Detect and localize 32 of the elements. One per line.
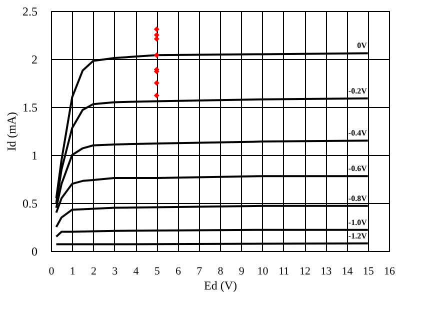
x-tick-label: 6	[176, 266, 182, 278]
x-tick-label: 13	[320, 266, 332, 278]
x-tick-label: 10	[257, 266, 269, 278]
y-tick-label: 2.5	[22, 4, 38, 18]
y-tick-label: 2	[32, 52, 38, 66]
x-tick-label: 2	[91, 266, 96, 278]
series-label: -0.2V	[348, 86, 368, 96]
x-tick-label: 11	[278, 266, 290, 278]
series-label: 0V	[357, 41, 368, 50]
x-tick-label: 0	[48, 266, 55, 278]
series-label: -1.2V	[348, 231, 368, 240]
x-tick-label: 8	[218, 266, 224, 278]
series-label: -0.6V	[348, 164, 368, 174]
x-tick-label: 12	[300, 266, 310, 278]
x-tick-label: 16	[384, 266, 396, 278]
x-tick-label: 1	[70, 266, 76, 278]
x-tick-label: 15	[362, 266, 374, 278]
y-tick-label: 0	[32, 244, 38, 258]
series-label: -0.4V	[348, 128, 368, 138]
x-tick-label: 14	[342, 266, 354, 278]
y-tick-label: 1.5	[22, 100, 38, 114]
series-label: -1.0V	[348, 218, 368, 227]
x-tick-label: 4	[133, 266, 140, 278]
y-tick-label: 0.5	[22, 196, 38, 210]
y-axis-title: Id (mA)	[4, 112, 18, 151]
x-tick-label: 9	[238, 266, 245, 278]
x-tick-label: 5	[154, 266, 160, 278]
x-axis-title: Ed (V)	[204, 278, 237, 292]
x-tick-label: 7	[196, 266, 203, 278]
series-label: -0.8V	[348, 194, 368, 203]
x-tick-label: 3	[112, 266, 118, 278]
y-tick-label: 1	[32, 148, 38, 162]
